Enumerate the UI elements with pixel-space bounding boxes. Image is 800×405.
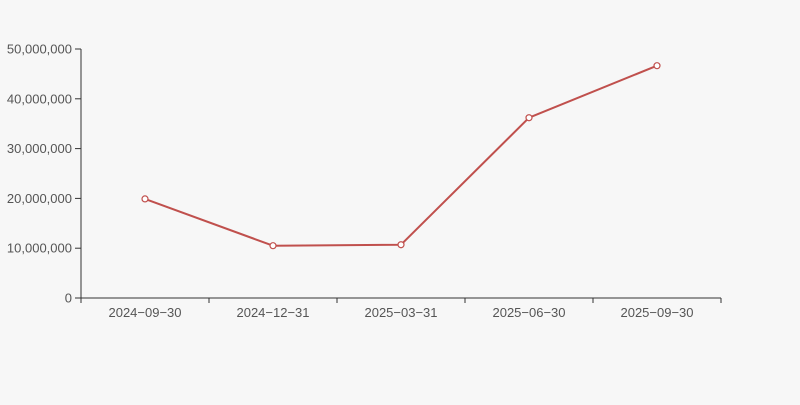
y-axis-tick-label: 10,000,000 bbox=[7, 241, 72, 256]
x-axis-tick-label: 2025−09−30 bbox=[620, 305, 693, 320]
y-axis-tick-label: 50,000,000 bbox=[7, 42, 72, 57]
x-axis-tick-label: 2024−12−31 bbox=[236, 305, 309, 320]
x-axis-tick-label: 2025−03−31 bbox=[364, 305, 437, 320]
data-point-marker[interactable] bbox=[269, 242, 277, 250]
data-point-marker[interactable] bbox=[397, 241, 405, 249]
x-axis-tick-label: 2025−06−30 bbox=[492, 305, 565, 320]
y-axis-tick-label: 30,000,000 bbox=[7, 141, 72, 156]
y-axis-tick-label: 0 bbox=[65, 291, 72, 306]
data-point-marker[interactable] bbox=[525, 114, 533, 122]
y-axis-tick-label: 40,000,000 bbox=[7, 91, 72, 106]
data-point-marker[interactable] bbox=[653, 62, 661, 70]
x-axis-tick-label: 2024−09−30 bbox=[108, 305, 181, 320]
data-point-marker[interactable] bbox=[141, 195, 149, 203]
y-axis-tick-label: 20,000,000 bbox=[7, 191, 72, 206]
